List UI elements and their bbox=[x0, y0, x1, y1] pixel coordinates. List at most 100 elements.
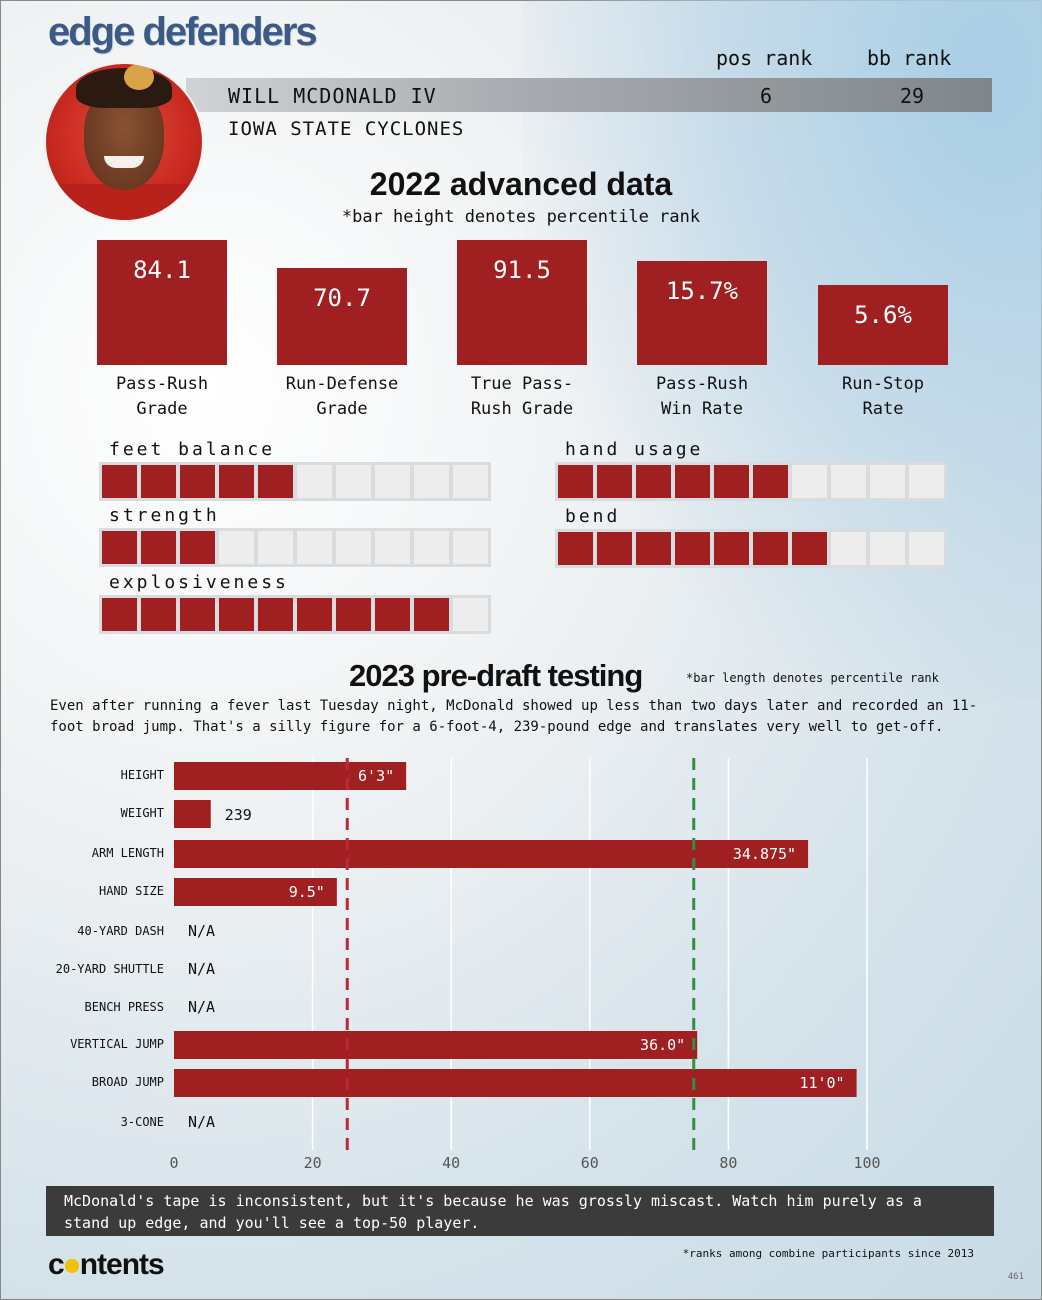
metric-bar: 91.5 bbox=[457, 240, 587, 365]
row-label: BENCH PRESS bbox=[84, 1000, 164, 1014]
trait-cell-empty bbox=[909, 532, 944, 565]
trait-cell-filled bbox=[297, 598, 332, 631]
metric-label: Pass-Rush Win Rate bbox=[612, 372, 792, 422]
trait-cell-filled bbox=[636, 532, 671, 565]
callout-box: McDonald's tape is inconsistent, but it'… bbox=[46, 1186, 994, 1236]
trait-cell-filled bbox=[753, 465, 788, 498]
predraft-description: Even after running a fever last Tuesday … bbox=[50, 698, 978, 735]
metric-label-line: Run-Stop bbox=[842, 374, 924, 394]
trait-cell-empty bbox=[297, 465, 332, 498]
predraft-note: *bar length denotes percentile rank bbox=[686, 671, 939, 685]
trait-cell-filled bbox=[636, 465, 671, 498]
trait-cell-filled bbox=[558, 465, 593, 498]
callout-text: McDonald's tape is inconsistent, but it'… bbox=[64, 1192, 922, 1232]
trait-cell-filled bbox=[219, 598, 254, 631]
trait-cell-empty bbox=[909, 465, 944, 498]
trait-bar bbox=[99, 595, 491, 634]
trait-cell-filled bbox=[141, 465, 176, 498]
row-label: 40-YARD DASH bbox=[77, 924, 164, 938]
row-label: BROAD JUMP bbox=[91, 1075, 164, 1089]
trait-cell-empty bbox=[414, 465, 449, 498]
logo-text-pre: c bbox=[48, 1248, 65, 1281]
pos-rank-label: pos rank bbox=[716, 46, 813, 70]
row-label: ARM LENGTH bbox=[91, 846, 164, 860]
trait-cell-filled bbox=[258, 465, 293, 498]
trait-cell-filled bbox=[219, 465, 254, 498]
trait-cell-empty bbox=[831, 465, 866, 498]
trait-cell-empty bbox=[336, 465, 371, 498]
trait-cell-filled bbox=[180, 465, 215, 498]
metric-bar: 70.7 bbox=[277, 268, 407, 365]
metric-label-line: Grade bbox=[136, 399, 188, 419]
trait-title: bend bbox=[565, 506, 621, 527]
logo-text-post: ntents bbox=[79, 1248, 165, 1281]
row-label: HEIGHT bbox=[120, 768, 164, 782]
trait-cell-filled bbox=[714, 532, 749, 565]
trait-cell-filled bbox=[792, 532, 827, 565]
trait-cell-filled bbox=[102, 598, 137, 631]
bb-rank-value: 29 bbox=[900, 84, 925, 108]
trait-cell-filled bbox=[753, 532, 788, 565]
row-label: 3-CONE bbox=[120, 1115, 164, 1129]
row-label: HAND SIZE bbox=[98, 884, 164, 898]
trait-cell-filled bbox=[141, 598, 176, 631]
trait-cell-filled bbox=[141, 531, 176, 564]
section-title: edge defenders bbox=[48, 10, 318, 54]
metric-value: 91.5 bbox=[493, 256, 551, 284]
trait-cell-empty bbox=[219, 531, 254, 564]
metric-value: 5.6% bbox=[854, 301, 912, 329]
metric-value: 15.7% bbox=[665, 277, 739, 305]
trait-cell-filled bbox=[336, 598, 371, 631]
metric-label: Run-Defense Grade bbox=[252, 372, 432, 422]
trait-cell-filled bbox=[102, 465, 137, 498]
na-label: N/A bbox=[188, 960, 216, 978]
trait-bar bbox=[99, 528, 491, 567]
bb-rank-label: bb rank bbox=[867, 46, 952, 70]
background-glow bbox=[522, 0, 1042, 700]
trait-title: hand usage bbox=[565, 439, 704, 460]
trait-cell-filled bbox=[180, 531, 215, 564]
contents-logo[interactable]: c ntents bbox=[48, 1248, 165, 1282]
trait-cell-filled bbox=[102, 531, 137, 564]
trait-title: strength bbox=[109, 505, 220, 526]
na-label: N/A bbox=[188, 998, 216, 1016]
trait-cell-empty bbox=[453, 598, 488, 631]
metric-label-line: Run-Defense bbox=[285, 374, 399, 394]
player-school: IOWA STATE CYCLONES bbox=[228, 118, 465, 140]
metric-bar: 84.1 bbox=[97, 240, 227, 365]
headshot-shirt bbox=[46, 184, 202, 220]
player-name: WILL MCDONALD IV bbox=[228, 84, 437, 108]
footnote: *ranks among combine participants since … bbox=[682, 1247, 974, 1260]
trait-cell-filled bbox=[375, 598, 410, 631]
trait-cell-empty bbox=[336, 531, 371, 564]
trait-cell-filled bbox=[258, 598, 293, 631]
metric-value: 84.1 bbox=[133, 256, 191, 284]
metric-label-line: Grade bbox=[316, 399, 368, 419]
trait-title: feet balance bbox=[109, 439, 276, 460]
metric-label-line: Rush Grade bbox=[470, 399, 574, 419]
row-label: VERTICAL JUMP bbox=[70, 1037, 164, 1051]
trait-bar bbox=[555, 462, 947, 501]
metric-label: True Pass- Rush Grade bbox=[432, 372, 612, 422]
trait-cell-empty bbox=[258, 531, 293, 564]
trait-cell-empty bbox=[453, 531, 488, 564]
trait-cell-empty bbox=[831, 532, 866, 565]
metric-value: 70.7 bbox=[313, 284, 371, 312]
metric-label-line: Rate bbox=[862, 399, 904, 419]
trait-cell-empty bbox=[375, 531, 410, 564]
metric-label-line: Pass-Rush bbox=[115, 374, 209, 394]
trait-bar bbox=[555, 529, 947, 568]
metric-label-line: Win Rate bbox=[661, 399, 743, 419]
row-label: WEIGHT bbox=[120, 806, 164, 820]
trait-cell-empty bbox=[414, 531, 449, 564]
trait-cell-filled bbox=[180, 598, 215, 631]
trait-cell-filled bbox=[597, 532, 632, 565]
advanced-data-subtitle: *bar height denotes percentile rank bbox=[341, 207, 701, 227]
advanced-data-title: 2022 advanced data bbox=[369, 166, 673, 202]
trait-cell-empty bbox=[870, 465, 905, 498]
trait-cell-empty bbox=[375, 465, 410, 498]
metric-label-line: Pass-Rush bbox=[655, 374, 749, 394]
trait-cell-filled bbox=[675, 532, 710, 565]
row-label: 20-YARD SHUTTLE bbox=[55, 962, 164, 976]
metric-label-line: True Pass- bbox=[470, 374, 574, 394]
